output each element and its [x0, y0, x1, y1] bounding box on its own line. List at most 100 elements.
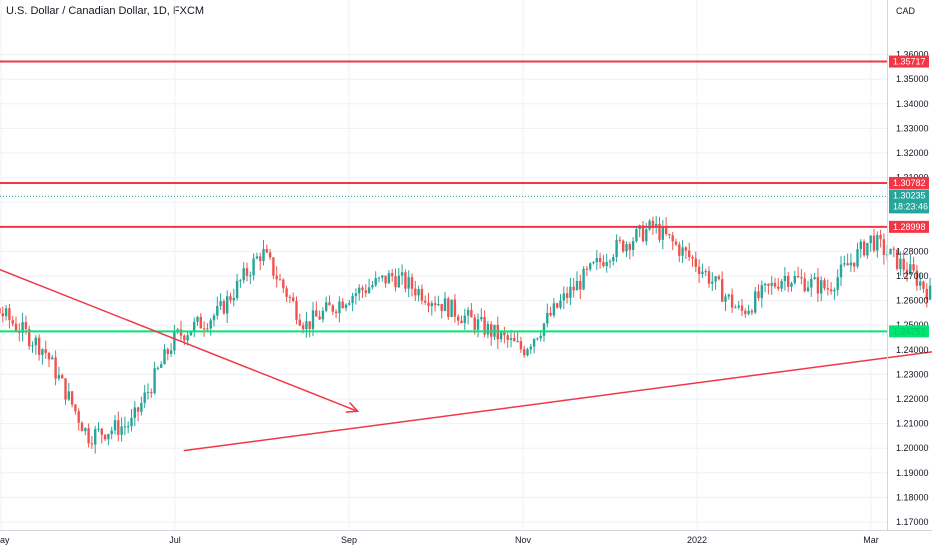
- candle-body: [318, 316, 321, 320]
- candle-body: [856, 249, 859, 267]
- candle-body: [348, 303, 351, 305]
- candle-body: [54, 357, 57, 379]
- candle-body: [526, 349, 529, 356]
- candle-body: [770, 282, 773, 286]
- candle-body: [767, 283, 770, 286]
- candle-body: [559, 300, 562, 308]
- candle-body: [417, 288, 420, 296]
- candle-body: [338, 301, 341, 314]
- candle-body: [282, 279, 285, 289]
- price-tick-label: 1.34000: [896, 99, 929, 109]
- candle-body: [816, 277, 820, 294]
- time-tick-label: Mar: [863, 535, 879, 545]
- candle-body: [499, 332, 503, 340]
- candle-body: [424, 300, 427, 303]
- candle-body: [928, 285, 932, 300]
- candle-body: [562, 293, 565, 301]
- price-tick-label: 1.27000: [896, 271, 929, 281]
- candle-body: [229, 296, 232, 301]
- candle-body: [783, 275, 787, 281]
- candle-body: [44, 349, 47, 354]
- candle-body: [447, 298, 450, 318]
- candle-body: [176, 329, 179, 331]
- candle-body: [169, 350, 173, 354]
- candle-body: [239, 280, 242, 282]
- time-axis[interactable]: MayJulSepNov2022MarMayJulSepNov: [0, 535, 932, 545]
- candle-body: [806, 287, 810, 292]
- candle-body: [292, 297, 295, 302]
- candle-body: [216, 305, 219, 316]
- candle-body: [575, 280, 579, 291]
- time-tick-label: May: [0, 535, 10, 545]
- candle-body: [47, 353, 51, 360]
- candle-body: [77, 411, 80, 423]
- candle-body: [90, 443, 94, 445]
- candle-body: [730, 294, 734, 308]
- candle-body: [427, 302, 430, 307]
- candle-body: [763, 283, 767, 286]
- price-tick-label: 1.19000: [896, 468, 929, 478]
- candle-body: [100, 428, 103, 435]
- candle-body: [631, 241, 635, 250]
- candle-body: [523, 349, 526, 356]
- candle-body: [668, 234, 671, 236]
- chart-title: U.S. Dollar / Canadian Dollar, 1D, FXCM: [6, 5, 205, 17]
- candle-body: [0, 307, 1, 314]
- candle-body: [463, 315, 466, 324]
- candle-body: [909, 264, 912, 275]
- candle-body: [166, 349, 169, 354]
- candle-body: [506, 335, 509, 340]
- candle-body: [242, 268, 245, 281]
- candle-body: [912, 264, 915, 271]
- candle-body: [87, 428, 90, 444]
- candle-body: [189, 331, 193, 336]
- candle-body: [41, 349, 44, 355]
- candle-body: [747, 310, 750, 315]
- level-price-tag-bg: [889, 220, 929, 233]
- candle-body: [605, 261, 608, 267]
- trend-drawings[interactable]: [0, 62, 932, 452]
- price-tick-label: 1.18000: [896, 492, 929, 502]
- candle-body: [595, 258, 598, 263]
- candle-body: [862, 241, 866, 256]
- candle-body: [460, 320, 463, 324]
- candle-body: [315, 310, 318, 317]
- candle-body: [193, 321, 196, 332]
- candle-body: [724, 296, 727, 302]
- candle-body: [704, 271, 707, 273]
- candle-body: [70, 391, 74, 405]
- candle-body: [839, 264, 843, 278]
- candle-body: [598, 258, 602, 263]
- candle-body: [661, 226, 664, 240]
- candle-body: [519, 341, 523, 350]
- horizontal-levels[interactable]: [0, 60, 887, 333]
- candle-body: [94, 429, 97, 445]
- candle-body: [691, 256, 694, 259]
- candle-body: [612, 257, 615, 262]
- candle-body: [80, 422, 84, 432]
- level-price-tag-bg: [889, 55, 929, 68]
- candle-body: [334, 311, 338, 314]
- candle-body: [760, 285, 763, 299]
- candle-body: [381, 275, 384, 278]
- candle-body: [328, 302, 331, 306]
- candle-body: [133, 407, 136, 418]
- candle-body: [549, 312, 552, 316]
- candle-body: [866, 242, 869, 256]
- candle-body: [404, 272, 407, 289]
- price-tick-label: 1.28000: [896, 246, 929, 256]
- candle-body: [351, 295, 354, 304]
- level-price-tag: 1.28998: [893, 222, 926, 232]
- candle-body: [21, 322, 24, 333]
- candle-body: [31, 345, 34, 347]
- candle-body: [849, 262, 853, 266]
- candle-body: [922, 281, 925, 289]
- candle-body: [206, 328, 209, 330]
- candle-body: [305, 321, 308, 330]
- price-tags: 1.35717 1.30782 1.28998 1.24751 1.3023518:23…: [889, 55, 929, 338]
- candle-body: [810, 279, 813, 288]
- candle-body: [117, 420, 120, 435]
- candle-body: [433, 303, 437, 306]
- candle-body: [582, 268, 585, 290]
